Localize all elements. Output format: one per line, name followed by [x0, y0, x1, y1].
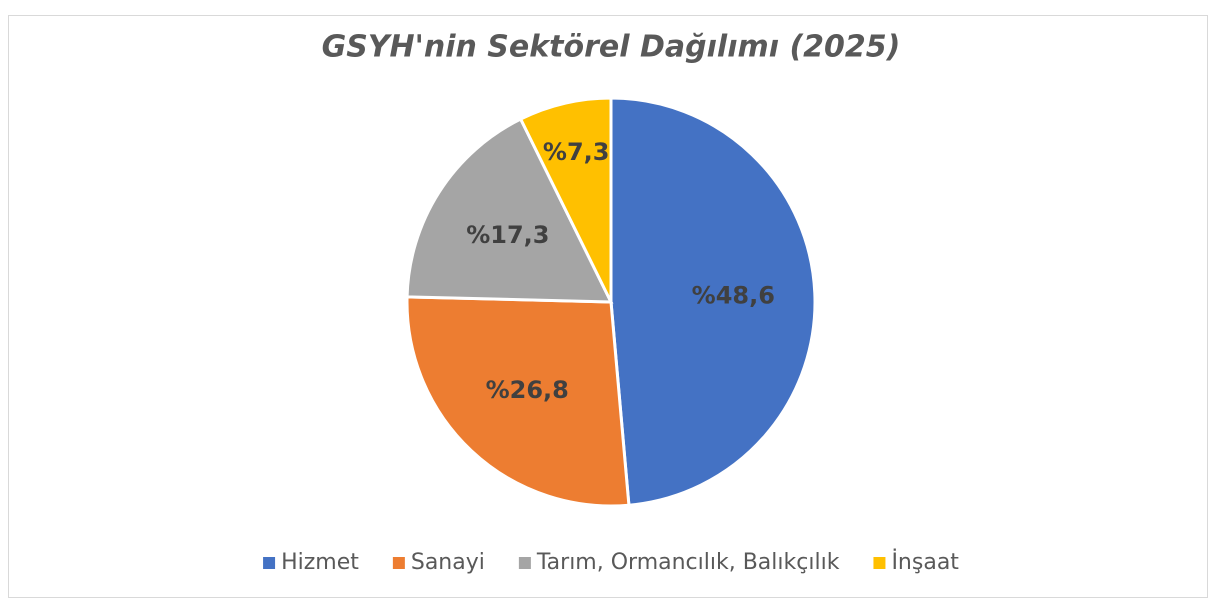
- pie-slice: [405, 117, 614, 304]
- legend-label: İnşaat: [891, 549, 959, 575]
- pie-slice: [518, 96, 613, 303]
- legend-marker: [392, 557, 405, 569]
- legend-label: Tarım, Ormancılık, Balıkçılık: [536, 550, 840, 575]
- legend-label: Sanayi: [411, 550, 485, 575]
- pie-slice: [405, 295, 631, 508]
- chart-title: GSYH'nin Sektörel Dağılımı (2025): [322, 30, 901, 65]
- legend-marker: [263, 557, 276, 569]
- pie-slice: [609, 96, 817, 507]
- legend-label: Hizmet: [281, 550, 359, 575]
- legend-marker: [518, 557, 531, 569]
- legend-marker: [873, 557, 886, 569]
- data-label: %17,3: [466, 221, 549, 249]
- data-label: %26,8: [486, 376, 569, 404]
- data-label: %7,3: [543, 138, 610, 166]
- data-label: %48,6: [692, 282, 775, 310]
